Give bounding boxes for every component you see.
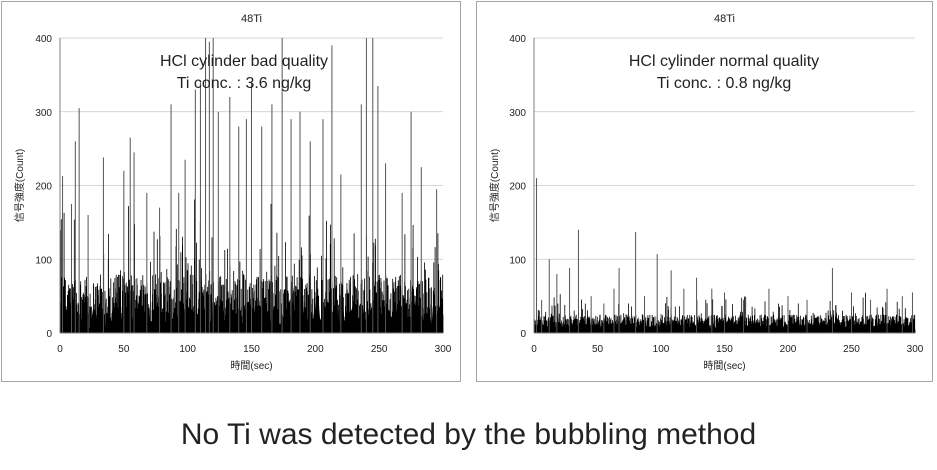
x-tick-label: 150 xyxy=(716,344,733,355)
y-tick-label: 200 xyxy=(509,182,526,193)
y-axis-label: 信号強度(Count) xyxy=(13,149,26,222)
y-tick-label: 0 xyxy=(520,329,526,340)
y-tick-label: 300 xyxy=(509,108,526,119)
x-tick-label: 300 xyxy=(435,344,452,355)
x-tick-label: 200 xyxy=(780,344,797,355)
chart-title: 48Ti xyxy=(714,13,735,25)
footer-caption: No Ti was detected by the bubbling metho… xyxy=(180,418,757,451)
x-tick-label: 250 xyxy=(371,344,388,355)
y-axis-label: 信号強度(Count) xyxy=(488,149,501,222)
x-tick-label: 50 xyxy=(118,344,130,355)
x-tick-label: 250 xyxy=(843,344,860,355)
chart-title: 48Ti xyxy=(241,13,262,25)
x-axis-label: 時間(sec) xyxy=(230,360,272,372)
y-tick-label: 400 xyxy=(35,34,52,45)
chart-panel-bad-quality: 48Ti 0 100 200 300 400 0 50 100 150 200 250 300 時間(se… xyxy=(1,1,461,382)
x-tick-label: 300 xyxy=(907,344,924,355)
x-tick-label: 0 xyxy=(57,344,63,355)
annotation-line: HCl cylinder bad quality xyxy=(160,53,328,70)
y-tick-label: 100 xyxy=(35,255,52,266)
x-tick-label: 0 xyxy=(531,344,537,355)
x-axis-label: 時間(sec) xyxy=(703,360,745,372)
x-tick-label: 100 xyxy=(653,344,670,355)
annotation-line: Ti conc. : 3.6 ng/kg xyxy=(177,75,312,92)
y-tick-label: 400 xyxy=(509,34,526,45)
annotation-line: HCl cylinder normal quality xyxy=(629,53,819,70)
x-tick-label: 50 xyxy=(592,344,604,355)
chart-svg-bad-quality: 48Ti 0 100 200 300 400 0 50 100 150 200 250 300 時間(se… xyxy=(13,13,452,372)
x-tick-label: 100 xyxy=(179,344,196,355)
chart-svg-normal-quality: 48Ti 0 100 200 300 400 0 50 100 150 200 250 300 時間(se… xyxy=(488,13,924,372)
y-tick-label: 0 xyxy=(46,329,52,340)
y-tick-label: 200 xyxy=(35,182,52,193)
annotation-line: Ti conc. : 0.8 ng/kg xyxy=(657,75,792,92)
y-tick-label: 300 xyxy=(35,108,52,119)
y-tick-label: 100 xyxy=(509,255,526,266)
x-tick-label: 200 xyxy=(307,344,324,355)
x-tick-label: 150 xyxy=(243,344,260,355)
chart-panel-normal-quality: 48Ti 0 100 200 300 400 0 50 100 150 200 250 300 時間(se… xyxy=(476,1,933,382)
